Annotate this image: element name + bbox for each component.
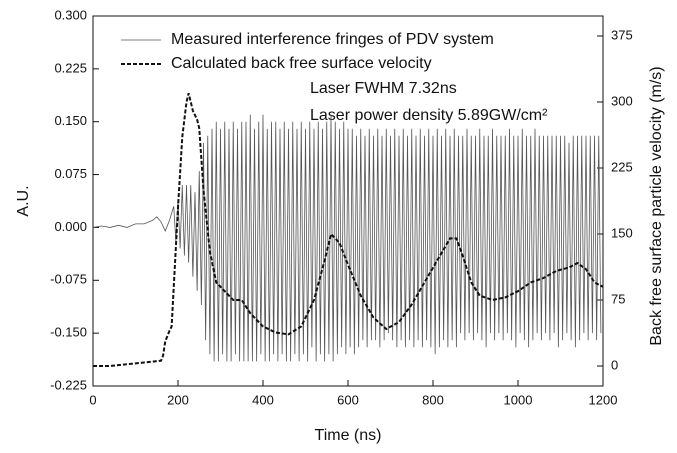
data-line (93, 92, 604, 368)
y-tick-label: 0.075 (54, 166, 87, 181)
x-tick-label: 800 (422, 392, 444, 407)
y2-tick-label: 75 (611, 291, 625, 306)
data-line (92, 114, 602, 362)
y-tick-label: -0.150 (50, 325, 87, 340)
y-tick-label: 0.225 (54, 60, 87, 75)
y-tick-label: 0.300 (54, 7, 87, 22)
y2-tick-label: 150 (611, 225, 633, 240)
y-tick-label: -0.225 (50, 377, 87, 392)
x-tick-label: 1200 (589, 392, 618, 407)
x-tick-label: 1000 (504, 392, 533, 407)
y-tick-label: 0.000 (54, 219, 87, 234)
annotation: Laser power density 5.89GW/cm² (310, 107, 548, 124)
y-tick-label: -0.075 (50, 272, 87, 287)
annotation: Laser FWHM 7.32ns (310, 80, 457, 97)
x-axis-title: Time (ns) (315, 427, 382, 444)
y-tick-label: 0.150 (54, 113, 87, 128)
x-tick-label: 200 (167, 392, 189, 407)
y2-tick-label: 225 (611, 159, 633, 174)
x-tick-label: 400 (252, 392, 274, 407)
legend-label: Measured interference fringes of PDV sys… (171, 31, 494, 48)
y2-tick-label: 375 (611, 27, 633, 42)
y2-axis-title: Back free surface particle velocity (m/s… (648, 66, 665, 345)
y-axis-title: A.U. (15, 185, 32, 216)
y2-tick-label: 0 (611, 357, 618, 372)
x-tick-label: 0 (89, 392, 96, 407)
x-tick-label: 600 (337, 392, 359, 407)
y2-tick-label: 300 (611, 93, 633, 108)
legend-label: Calculated back free surface velocity (171, 55, 432, 72)
